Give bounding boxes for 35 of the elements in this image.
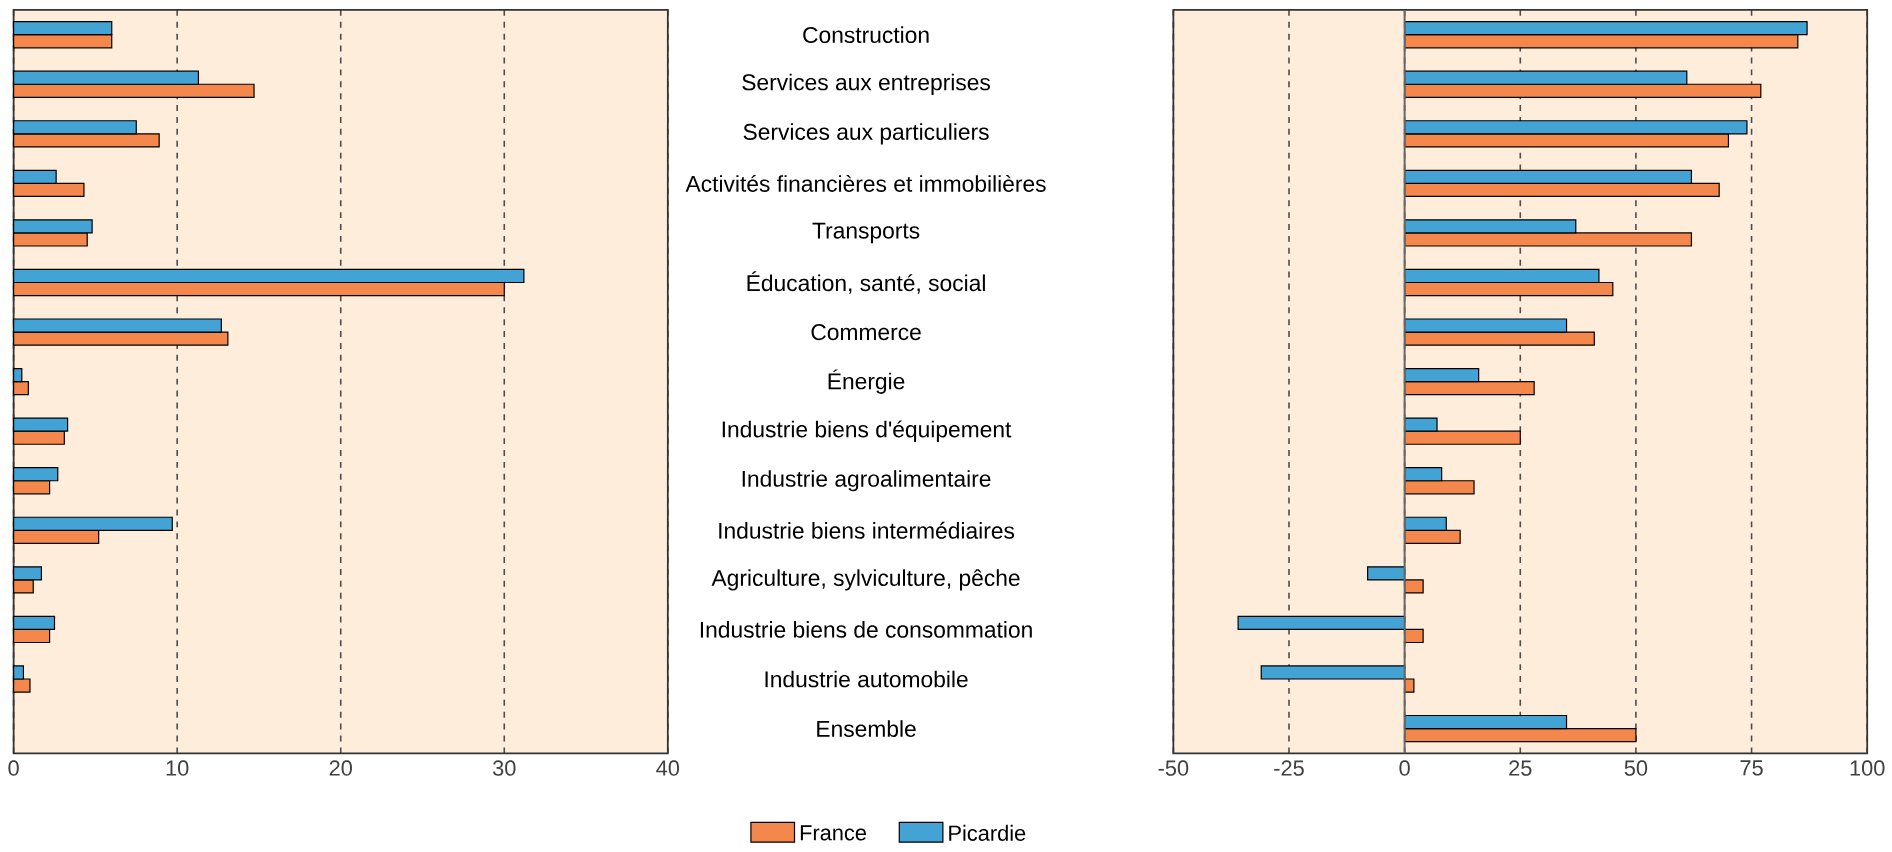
x-tick-label: 50 — [1624, 760, 1648, 777]
bar — [1367, 566, 1406, 581]
y-tick-label: Industrie agroalimentaire — [742, 470, 991, 492]
x-tick-label: 20 — [329, 760, 352, 777]
y-tick-label: Industrie biens d'équipement — [722, 420, 1012, 443]
y-tick-label: Industrie biens de consommation — [700, 621, 1032, 639]
y-tick-label: Ensemble — [817, 720, 916, 738]
x-tick-label: 75 — [1740, 760, 1763, 776]
legend-label: Picardie — [949, 825, 1026, 842]
bar — [1404, 678, 1415, 693]
x-tick-label: 10 — [166, 760, 189, 777]
y-tick-label: Industrie biens intermédiaires — [719, 522, 1015, 540]
x-tick-label: 100 — [1850, 760, 1885, 777]
x-tick-label: 0 — [8, 760, 19, 777]
y-tick-label: Éducation, santé, social — [747, 271, 985, 295]
y-tick-label: Industrie automobile — [765, 670, 968, 688]
y-tick-label: Agriculture, sylviculture, pêche — [711, 569, 1020, 591]
y-tick-label: Services aux entreprises — [742, 73, 990, 96]
x-tick-label: 25 — [1509, 760, 1532, 777]
legend-label: France — [800, 825, 866, 841]
y-tick-label: Énergie — [828, 369, 905, 395]
y-tick-label: Construction — [803, 26, 929, 44]
y-tick-label: Activités financières et immobilières — [685, 175, 1046, 193]
bar — [1260, 665, 1406, 680]
x-tick-label: 0 — [1399, 760, 1410, 777]
bar — [1404, 629, 1424, 644]
y-tick-label: Services aux particuliers — [743, 123, 989, 145]
bar — [1404, 579, 1424, 594]
x-tick-label: 30 — [492, 760, 516, 777]
x-tick-label: -50 — [1158, 760, 1189, 777]
y-tick-label: Transports — [812, 222, 920, 244]
x-tick-label: 40 — [656, 760, 680, 777]
y-tick-label: Commerce — [811, 324, 921, 341]
x-tick-label: -25 — [1274, 760, 1304, 777]
bar — [1237, 615, 1406, 631]
